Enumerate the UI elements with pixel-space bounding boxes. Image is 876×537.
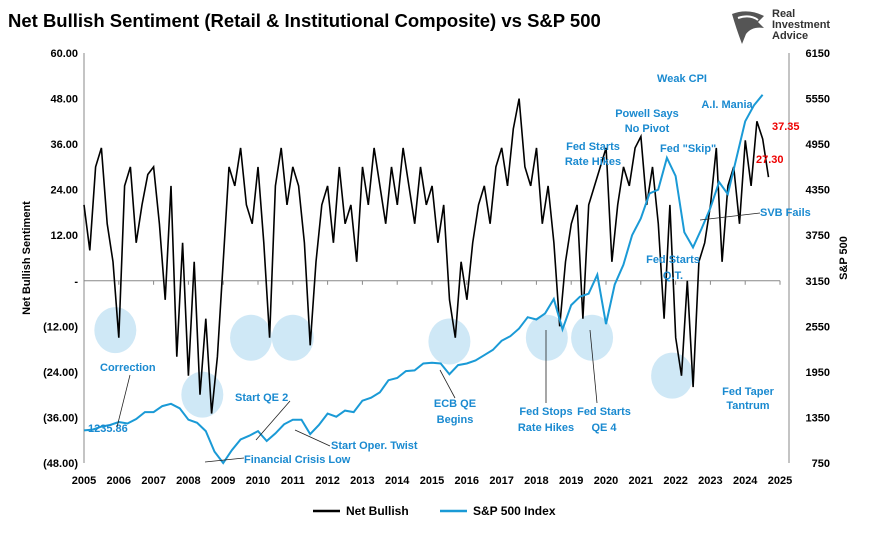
x-tick-label: 2009 xyxy=(211,475,235,487)
start-value-label: 1235.86 xyxy=(88,423,128,435)
x-tick-label: 2018 xyxy=(524,475,548,487)
annotation-label: Start Oper. Twist xyxy=(331,440,418,452)
annotation-label: No Pivot xyxy=(625,123,670,135)
annotation-leader xyxy=(439,369,456,399)
x-tick-label: 2017 xyxy=(489,475,513,487)
annotation-label: Fed Starts xyxy=(577,406,631,418)
x-tick-label: 2022 xyxy=(663,475,687,487)
eagle-logo-icon xyxy=(732,11,764,44)
annotation-label: Financial Crisis Low xyxy=(244,454,351,466)
y2-tick-label: 750 xyxy=(812,458,830,470)
annotation-label: Fed Starts xyxy=(566,141,620,153)
annotation-label: Fed Starts xyxy=(646,254,700,266)
y2-tick-label: 4350 xyxy=(806,185,830,197)
last-high-label: 37.35 xyxy=(772,121,800,133)
annotation-leader xyxy=(204,457,245,463)
annotation-label: QE 4 xyxy=(591,422,617,434)
y2-tick-label: 4950 xyxy=(806,139,830,151)
annotation-label: SVB Fails xyxy=(760,207,811,219)
x-tick-label: 2012 xyxy=(315,475,339,487)
series-line-s-p-500-index xyxy=(83,94,764,465)
y-tick-label: (12.00) xyxy=(43,321,78,333)
x-tick-label: 2023 xyxy=(698,475,722,487)
legend-label-sp500: S&P 500 Index xyxy=(473,504,556,518)
y2-tick-label: 3750 xyxy=(806,230,830,242)
y-tick-label: (24.00) xyxy=(43,367,78,379)
y-tick-label: 24.00 xyxy=(50,185,78,197)
logo-text-2: Investment xyxy=(772,19,831,31)
y2-axis-title: S&P 500 xyxy=(838,236,850,280)
x-tick-label: 2015 xyxy=(420,475,444,487)
x-tick-label: 2007 xyxy=(141,475,165,487)
x-tick-label: 2006 xyxy=(107,475,131,487)
annotation-label: Begins xyxy=(437,414,474,426)
highlight-circle xyxy=(571,314,614,361)
y-tick-label: (36.00) xyxy=(43,412,78,424)
x-tick-label: 2011 xyxy=(281,475,305,487)
y-tick-label: 36.00 xyxy=(50,139,78,151)
annotation-leader xyxy=(699,212,761,221)
annotation-label: Fed Taper xyxy=(722,386,774,398)
annotation-leader xyxy=(589,329,598,404)
y-tick-label: 48.00 xyxy=(50,94,78,106)
y-axis-title: Net Bullish Sentiment xyxy=(21,201,33,315)
y2-tick-label: 2550 xyxy=(806,321,830,333)
highlight-circle xyxy=(94,307,137,354)
annotation-label: Q.T. xyxy=(663,270,683,282)
x-tick-label: 2020 xyxy=(594,475,618,487)
y-tick-label: - xyxy=(74,276,78,288)
annotation-label: Weak CPI xyxy=(657,73,707,85)
last-value-label: 27.30 xyxy=(756,154,784,166)
x-tick-label: 2008 xyxy=(176,475,200,487)
y2-tick-label: 3150 xyxy=(806,276,830,288)
annotation-label: Rate Hikes xyxy=(565,156,621,168)
y-tick-label: 60.00 xyxy=(50,48,78,60)
logo: Real Investment Advice xyxy=(728,8,868,48)
x-tick-label: 2024 xyxy=(733,475,758,487)
x-tick-label: 2016 xyxy=(455,475,479,487)
y2-tick-label: 6150 xyxy=(806,48,830,60)
legend-label-net-bullish: Net Bullish xyxy=(346,504,409,518)
highlight-circle xyxy=(651,352,694,399)
annotation-label: Fed Stops xyxy=(519,406,572,418)
annotation-label: Start QE 2 xyxy=(235,392,288,404)
annotation-label: ECB QE xyxy=(434,398,476,410)
highlight-circle xyxy=(428,318,471,365)
x-tick-label: 2025 xyxy=(768,475,792,487)
highlight-circle xyxy=(230,314,273,361)
highlight-circle xyxy=(181,371,224,418)
x-tick-label: 2010 xyxy=(246,475,270,487)
logo-text-3: Advice xyxy=(772,30,809,42)
annotation-label: A.I. Mania xyxy=(701,99,753,111)
x-tick-label: 2019 xyxy=(559,475,583,487)
y2-tick-label: 1950 xyxy=(806,367,830,379)
x-tick-label: 2021 xyxy=(629,475,653,487)
y2-tick-label: 1350 xyxy=(806,412,830,424)
annotation-label: Rate Hikes xyxy=(518,422,574,434)
y2-tick-label: 5550 xyxy=(806,94,830,106)
annotation-leader xyxy=(255,400,291,441)
annotation-label: Powell Says xyxy=(615,108,679,120)
series-line-net-bullish xyxy=(83,98,770,414)
annotation-leader xyxy=(116,374,131,428)
x-tick-label: 2013 xyxy=(350,475,374,487)
x-tick-label: 2005 xyxy=(72,475,96,487)
annotation-label: Fed "Skip" xyxy=(660,143,716,155)
logo-text-1: Real xyxy=(772,8,796,20)
y-tick-label: 12.00 xyxy=(50,230,78,242)
annotation-label: Tantrum xyxy=(726,400,769,412)
chart-title: Net Bullish Sentiment (Retail & Institut… xyxy=(8,10,601,31)
annotation-label: Correction xyxy=(100,362,156,374)
y-tick-label: (48.00) xyxy=(43,458,78,470)
x-tick-label: 2014 xyxy=(385,475,410,487)
annotation-leader xyxy=(294,429,331,447)
highlight-circle xyxy=(271,314,314,361)
highlight-circle xyxy=(525,314,568,361)
